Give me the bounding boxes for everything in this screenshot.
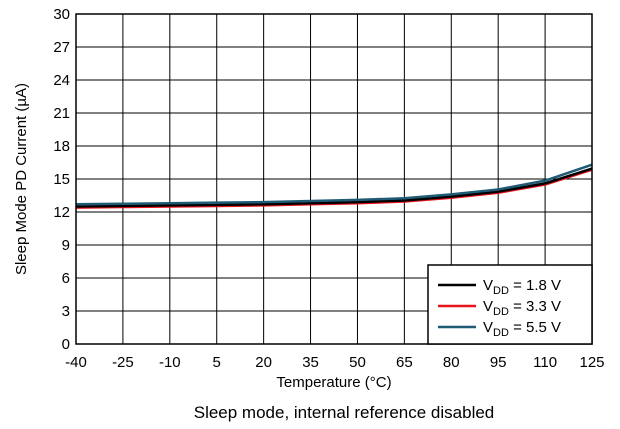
y-tick-label: 24 [53,72,70,89]
x-tick-label: 80 [443,354,460,371]
chart-caption: Sleep mode, internal reference disabled [194,403,495,422]
y-tick-label: 15 [53,171,70,188]
y-tick-label: 18 [53,138,70,155]
x-tick-labels: -40 -25 -10 5 20 35 50 65 80 95 110 125 [65,354,604,371]
y-tick-label: 6 [62,270,70,287]
x-tick-label: 20 [255,354,272,371]
y-tick-label: 0 [62,336,70,353]
y-tick-label: 21 [53,105,70,122]
y-tick-label: 3 [62,303,70,320]
y-tick-label: 12 [53,204,70,221]
y-tick-label: 30 [53,6,70,23]
plot-frame [75,13,593,345]
legend-label: VDD = 5.5 V [483,319,561,339]
x-tick-label: -10 [159,354,181,371]
series-layer [75,163,593,209]
x-tick-label: 5 [213,354,221,371]
x-tick-label: 50 [349,354,366,371]
y-tick-labels: 0 3 6 9 12 15 18 21 24 27 30 [53,6,70,353]
y-tick-label: 9 [62,237,70,254]
x-tick-label: 110 [533,354,557,371]
y-tick-label: 27 [53,39,70,56]
legend-label: VDD = 1.8 V [483,277,561,297]
x-tick-label: -25 [112,354,134,371]
x-tick-label: 125 [579,354,604,371]
legend-box [427,264,593,345]
x-tick-label: -40 [65,354,87,371]
y-axis-label: Sleep Mode PD Current (µA) [13,83,30,275]
x-tick-label: 65 [396,354,413,371]
x-tick-label: 95 [490,354,507,371]
x-tick-label: 35 [302,354,319,371]
series-line [75,167,593,208]
x-axis-label: Temperature (°C) [276,374,391,391]
legend-label: VDD = 3.3 V [483,298,561,318]
series-line [75,163,593,206]
